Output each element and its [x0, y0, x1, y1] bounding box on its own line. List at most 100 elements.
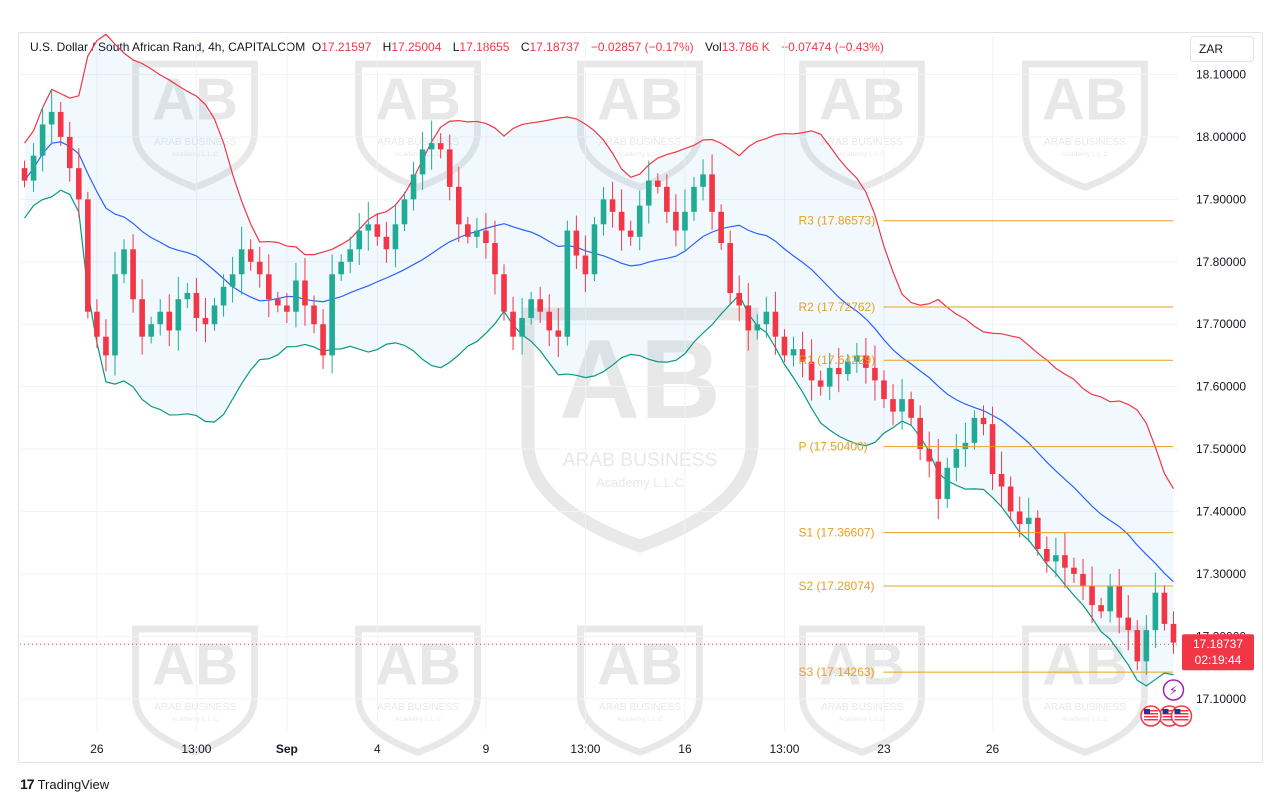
flag-stripe [1144, 719, 1158, 721]
watermark-layer: AB ARAB BUSINESS Academy L.L.C AB ARAB BUSIN… [132, 60, 1148, 756]
watermark-shield [132, 60, 258, 191]
legend-symbol[interactable]: U.S. Dollar / South African Rand, 4h, CA… [30, 40, 306, 54]
candle-body [881, 380, 887, 400]
footer-brand[interactable]: TradingView [37, 776, 110, 792]
candle [645, 160, 652, 224]
y-tick-label: 17.70000 [1196, 317, 1246, 331]
candle-body [48, 111, 55, 125]
x-tick-label: 23 [877, 742, 891, 756]
candle-body [591, 224, 598, 275]
candle-body [21, 168, 28, 181]
y-tick-label: 17.10000 [1196, 692, 1246, 706]
candle-body [673, 211, 679, 231]
candle [121, 239, 127, 284]
candle [193, 278, 200, 332]
flag-canton [1174, 709, 1181, 714]
legend-vol-label: Vol [705, 40, 722, 54]
y-tick-label: 17.50000 [1196, 442, 1246, 456]
candle-body [474, 230, 480, 237]
currency-button[interactable]: ZAR [1190, 36, 1254, 62]
candle-body [284, 305, 290, 312]
candle-body [311, 305, 317, 325]
y-tick-label: 18.10000 [1196, 67, 1246, 81]
watermark-name: ARAB BUSINESS [154, 702, 236, 713]
candle-body [1016, 511, 1023, 524]
flag-canton [1144, 709, 1150, 714]
candle [528, 291, 534, 325]
watermark-name: ARAB BUSINESS [1044, 702, 1126, 713]
candle [655, 173, 661, 194]
candle-body [763, 311, 770, 325]
candle [338, 254, 344, 282]
candle-body [835, 367, 842, 375]
pivot-label-r2: R2 (17.72762) [799, 300, 876, 314]
candle [926, 431, 933, 478]
y-tick-label: 17.90000 [1196, 192, 1246, 206]
candle [148, 316, 154, 344]
us-flag-icon [1140, 705, 1162, 727]
pivot-label-s2: S2 (17.28074) [799, 579, 875, 593]
time-axis[interactable]: 26 13:00 Sep 4 9 13:00 16 13:00 23 26 [90, 742, 999, 756]
candle [863, 337, 869, 384]
candle [1062, 532, 1068, 588]
flag-stripe [1162, 716, 1177, 718]
price-chart[interactable]: AB ARAB BUSINESS Academy L.L.C AB ARAB BUSIN… [0, 0, 1280, 770]
tradingview-logo-icon[interactable]: 17 [20, 776, 35, 792]
candle-body [76, 168, 82, 200]
flag-stripe [1144, 710, 1158, 712]
candle [962, 422, 969, 468]
flag-stripe [1174, 716, 1189, 718]
candle-body [971, 417, 978, 443]
watermark-sub: Academy L.L.C [172, 716, 219, 723]
watermark-monogram: AB [152, 630, 238, 697]
candle [483, 213, 489, 259]
candle-body [953, 449, 960, 468]
candle-body [1080, 573, 1086, 587]
candle [727, 230, 733, 305]
candle [1080, 558, 1086, 600]
candle-body [1025, 517, 1032, 524]
candle-body [483, 230, 489, 244]
candle [410, 161, 417, 211]
x-tick-label: 26 [986, 742, 1000, 756]
x-tick-label: 13:00 [570, 742, 600, 756]
candle-body [989, 424, 996, 475]
candle-body [365, 224, 372, 231]
candle-body [519, 317, 525, 337]
candle [202, 297, 209, 343]
pivot-label-s1: S1 (17.36607) [799, 526, 875, 540]
candle [211, 297, 218, 331]
pivot-label-r1: R1 (17.64229) [799, 353, 876, 367]
watermark-logo-icon: AB ARAB BUSINESS Academy L.L.C [799, 60, 925, 191]
watermark-name: ARAB BUSINESS [154, 137, 236, 148]
candle [139, 279, 145, 355]
watermark-sub: Academy L.L.C [839, 151, 886, 158]
candle-body [1044, 548, 1050, 562]
band-fill [24, 34, 1174, 686]
price-axis[interactable]: 18.10000 18.00000 17.90000 17.80000 17.70000… [20, 67, 1254, 706]
candle-body [1007, 486, 1014, 512]
watermark-name: ARAB BUSINESS [599, 137, 681, 148]
legend-high-value: 17.25004 [391, 40, 442, 54]
watermark-shield [132, 625, 258, 756]
candle [700, 159, 706, 201]
candle [1053, 537, 1059, 578]
candle-body [627, 230, 634, 237]
candle [980, 405, 987, 436]
legend-open-label: O [311, 40, 322, 54]
candle [401, 191, 408, 232]
watermark-sub: Academy L.L.C [617, 151, 664, 158]
candle [944, 457, 951, 508]
lightning-circle [1162, 679, 1185, 701]
flag-stripe [1162, 713, 1177, 715]
candle-body [655, 180, 661, 187]
last-price-countdown: 02:19:44 [1195, 653, 1242, 667]
watermark-logo-icon: AB ARAB BUSINESS Academy L.L.C [521, 307, 759, 553]
candle-body [157, 311, 164, 325]
candle [66, 121, 73, 182]
candle-body [1053, 555, 1059, 562]
candle [555, 307, 562, 357]
candle-body [1143, 630, 1150, 662]
watermark-logo-icon: AB ARAB BUSINESS Academy L.L.C [1022, 60, 1148, 191]
legend-low-value: 17.18655 [459, 40, 510, 54]
